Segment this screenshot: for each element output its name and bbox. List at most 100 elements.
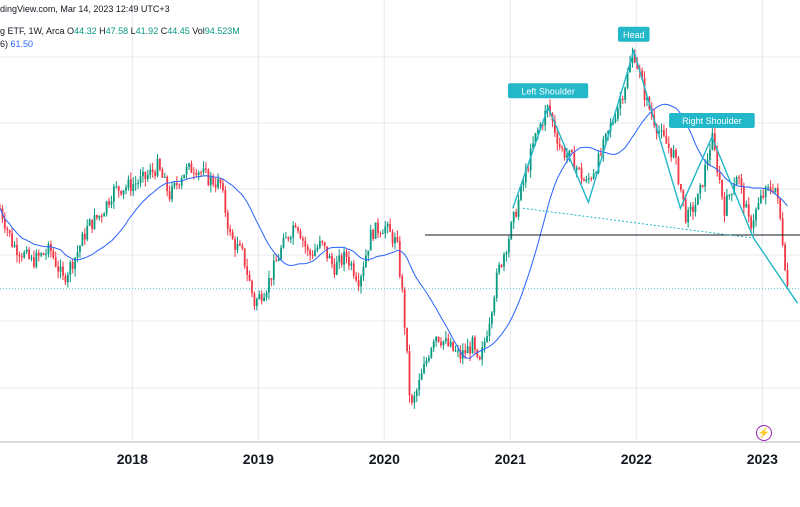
sloped-neckline <box>522 207 753 239</box>
candle-body <box>340 255 343 265</box>
candle-body <box>549 105 551 114</box>
candle-body <box>403 289 406 328</box>
candle-body <box>362 267 365 277</box>
candle-body <box>248 274 251 281</box>
candle-body <box>62 266 64 276</box>
candle-body <box>117 186 120 191</box>
candle-body <box>524 169 527 183</box>
candle-body <box>411 395 413 403</box>
candle-body <box>200 172 203 174</box>
candle-body <box>578 167 581 169</box>
candle-body <box>202 168 205 173</box>
candle-body <box>301 238 304 241</box>
candle-body <box>408 351 411 396</box>
candle-body <box>146 174 149 180</box>
candle-body <box>447 338 450 346</box>
candle-body <box>740 178 743 187</box>
candle-body <box>243 248 246 267</box>
candle-body <box>614 118 617 122</box>
candle-body <box>238 243 241 246</box>
candle-body <box>675 149 677 158</box>
candle-body <box>527 169 530 171</box>
candle-body <box>59 266 62 272</box>
candle-body <box>478 356 481 360</box>
candle-body <box>294 225 297 228</box>
candle-body <box>752 220 755 229</box>
candle-body <box>704 164 707 187</box>
candle-body <box>369 229 372 251</box>
candle-body <box>437 336 440 342</box>
candle-body <box>600 153 602 155</box>
candle-body <box>701 185 704 187</box>
candle-body <box>11 233 14 247</box>
candle-body <box>364 255 367 268</box>
candle-body <box>474 337 476 350</box>
candle-body <box>687 210 690 223</box>
candle-body <box>98 215 101 218</box>
candle-body <box>105 201 108 214</box>
candle-body <box>568 150 571 156</box>
candle-body <box>8 230 11 234</box>
candle-body <box>37 252 40 256</box>
candle-body <box>677 157 680 185</box>
candle-body <box>544 110 547 126</box>
ohlc-close: 44.45 <box>167 26 190 36</box>
candle-body <box>222 183 224 191</box>
candle-body <box>537 130 539 134</box>
candle-body <box>646 97 648 101</box>
candle-body <box>529 148 532 171</box>
candle-body <box>444 338 447 342</box>
candle-body <box>767 186 770 188</box>
candle-body <box>633 54 636 63</box>
pattern-label-text: Head <box>623 30 645 40</box>
candle-body <box>512 211 515 223</box>
candle-body <box>311 254 314 256</box>
candle-body <box>493 297 496 313</box>
candle-body <box>505 252 508 255</box>
candle-body <box>108 201 110 205</box>
candle-body <box>292 225 295 238</box>
ma-line <box>0 103 788 359</box>
candle-body <box>425 360 428 364</box>
candle-body <box>103 213 106 217</box>
candle-body <box>386 223 389 227</box>
candle-body <box>430 348 433 358</box>
lightning-icon[interactable]: ⚡ <box>756 425 772 441</box>
candle-body <box>49 244 52 252</box>
candle-body <box>566 155 568 158</box>
candle-body <box>507 239 510 253</box>
candle-body <box>35 252 38 267</box>
candle-body <box>772 190 774 192</box>
candle-body <box>268 278 270 293</box>
candle-body <box>214 184 217 188</box>
candle-body <box>755 209 757 221</box>
candle-body <box>309 250 312 255</box>
candle-body <box>573 152 576 171</box>
candle-body <box>682 189 685 200</box>
candle-body <box>156 159 159 176</box>
x-tick-label: 2019 <box>243 451 274 467</box>
candle-body <box>69 262 72 275</box>
candle-body <box>149 169 152 175</box>
candle-body <box>236 243 239 250</box>
candle-body <box>304 240 307 247</box>
candle-body <box>583 179 585 182</box>
candle-body <box>372 229 375 239</box>
candle-body <box>563 148 566 158</box>
candle-body <box>454 350 457 352</box>
candle-body <box>510 222 513 240</box>
candle-body <box>394 237 396 244</box>
candle-body <box>449 341 452 346</box>
candle-body <box>263 297 266 301</box>
candle-body <box>343 251 345 265</box>
candle-body <box>738 177 740 179</box>
candle-body <box>197 172 200 175</box>
candle-body <box>219 178 222 184</box>
candle-body <box>321 240 324 243</box>
candle-body <box>338 255 341 262</box>
candle-body <box>515 211 518 217</box>
candle-body <box>171 186 173 200</box>
candle-body <box>377 222 379 234</box>
